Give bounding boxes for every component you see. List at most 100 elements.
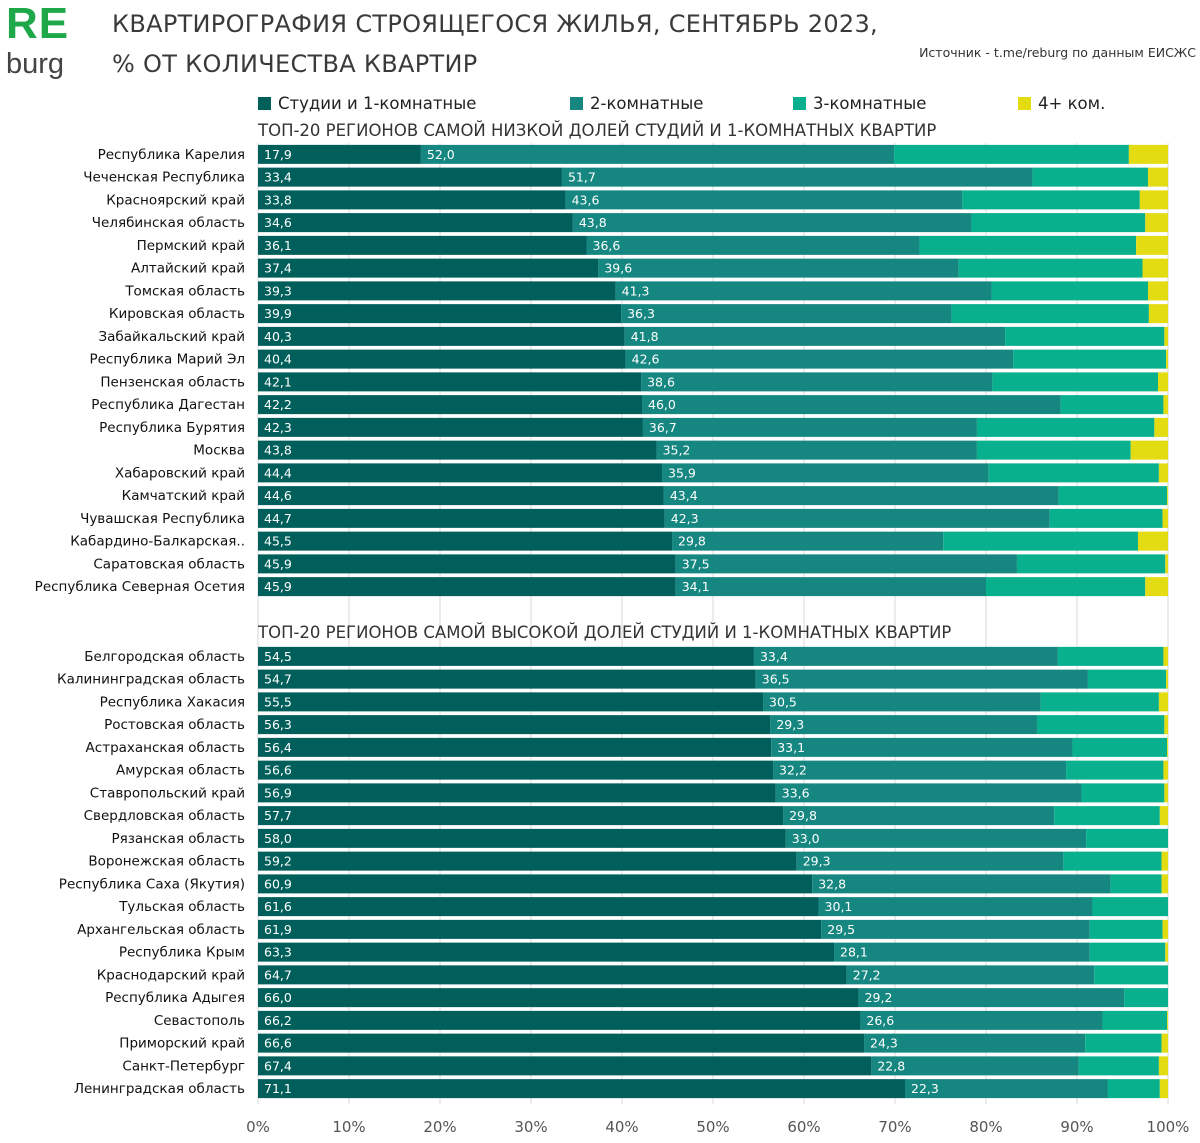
- data-label: 54,5: [264, 649, 292, 664]
- bar-segment: [1163, 646, 1168, 666]
- bar-segment: [1085, 1033, 1162, 1053]
- data-label: 60,9: [264, 876, 292, 891]
- data-label: 45,9: [264, 579, 292, 594]
- logo-burg-text: burg: [6, 48, 65, 80]
- bar-segment: [1164, 715, 1168, 735]
- bar-segment: [258, 874, 813, 894]
- bar-segment: [1036, 715, 1165, 735]
- bar-segment: [846, 965, 1095, 985]
- data-label: 42,3: [264, 420, 292, 435]
- data-label: 39,9: [264, 306, 292, 321]
- bar-segment: [258, 577, 676, 597]
- bar-segment: [258, 988, 859, 1008]
- category-label: Калининградская область: [57, 672, 245, 688]
- data-label: 34,1: [682, 579, 710, 594]
- bar-segment: [1005, 326, 1165, 346]
- bar-segment: [943, 531, 1138, 551]
- bar-segment: [755, 669, 1088, 689]
- data-label: 39,6: [604, 261, 632, 276]
- legend-label: 4+ ком.: [1038, 94, 1106, 113]
- bar-segment: [258, 372, 642, 392]
- x-tick-label: 100%: [1147, 1118, 1190, 1136]
- data-label: 29,2: [865, 990, 893, 1005]
- legend-label: 2-комнатные: [590, 94, 704, 113]
- bar-segment: [258, 851, 797, 871]
- data-label: 66,0: [264, 990, 292, 1005]
- data-label: 61,9: [264, 922, 292, 937]
- category-label: Москва: [193, 443, 245, 459]
- bar-segment: [988, 463, 1159, 483]
- bar-segment: [1058, 486, 1168, 506]
- bar-segment: [1049, 508, 1163, 528]
- bar-segment: [675, 577, 986, 597]
- x-tick-label: 70%: [878, 1118, 911, 1136]
- category-label: Чувашская Республика: [80, 511, 245, 527]
- data-label: 38,6: [647, 374, 675, 389]
- bar-segment: [258, 1079, 906, 1099]
- bar-segment: [615, 281, 992, 301]
- data-label: 33,0: [792, 831, 820, 846]
- category-label: Ленинградская область: [74, 1081, 245, 1097]
- bar-segment: [1110, 874, 1162, 894]
- bar-segment: [1136, 235, 1168, 255]
- x-tick-label: 40%: [605, 1118, 638, 1136]
- bar-segment: [258, 417, 643, 437]
- bar-segment: [1145, 577, 1168, 597]
- bar-segment: [258, 806, 784, 826]
- category-label: Пензенская область: [100, 374, 245, 390]
- bar-segment: [664, 508, 1050, 528]
- bar-segment: [565, 190, 963, 210]
- bar-segment: [621, 304, 952, 324]
- bar-segment: [753, 646, 1058, 666]
- bar-segment: [1130, 440, 1168, 460]
- bar-segment: [1147, 167, 1168, 187]
- data-label: 42,6: [632, 352, 660, 367]
- data-label: 29,5: [827, 922, 855, 937]
- bar-segment: [258, 828, 786, 848]
- data-label: 36,1: [264, 238, 292, 253]
- category-label: Архангельская область: [77, 922, 245, 938]
- legend-item-4: 4+ ком.: [1018, 94, 1105, 113]
- panel-title-2: ТОП-20 РЕГИОНОВ САМОЙ ВЫСОКОЙ ДОЛЕЙ СТУД…: [257, 623, 951, 642]
- x-tick-label: 60%: [787, 1118, 820, 1136]
- category-label: Краснодарский край: [97, 967, 245, 983]
- logo-re-text: RE: [6, 0, 70, 48]
- bar-segment: [258, 554, 676, 574]
- category-label: Тульская область: [118, 899, 245, 915]
- bar-segment: [919, 235, 1137, 255]
- data-label: 42,2: [264, 397, 292, 412]
- bar-segment: [624, 326, 1006, 346]
- category-label: Республика Марий Эл: [89, 352, 245, 368]
- x-tick-label: 90%: [1060, 1118, 1093, 1136]
- legend-swatch: [793, 97, 806, 110]
- category-label: Пермский край: [137, 238, 245, 254]
- data-label: 41,8: [631, 329, 659, 344]
- source-note: Источник - t.me/reburg по данным ЕИСЖС: [919, 45, 1196, 60]
- category-label: Республика Северная Осетия: [35, 579, 245, 595]
- bar-segment: [1102, 1010, 1168, 1030]
- bar-segment: [258, 1033, 865, 1053]
- bar-segment: [258, 669, 756, 689]
- bar-segment: [796, 851, 1064, 871]
- legend-item-3: 3-комнатные: [793, 94, 926, 113]
- bar-segment: [1016, 554, 1166, 574]
- bar-segment: [1145, 213, 1168, 233]
- bar-segment: [1161, 874, 1168, 894]
- bar-segment: [1163, 395, 1168, 415]
- category-label: Чеченская Республика: [83, 170, 245, 186]
- data-label: 51,7: [568, 170, 596, 185]
- bar-segment: [1057, 646, 1164, 666]
- data-label: 63,3: [264, 945, 292, 960]
- data-label: 40,4: [264, 352, 292, 367]
- bar-segment: [871, 1056, 1079, 1076]
- bar-segment: [1060, 395, 1164, 415]
- category-label: Рязанская область: [111, 831, 245, 847]
- bar-segment: [1054, 806, 1160, 826]
- bar-segment: [1148, 304, 1168, 324]
- data-label: 22,8: [877, 1058, 905, 1073]
- bar-segment: [1162, 508, 1168, 528]
- category-label: Саратовская область: [93, 556, 245, 572]
- bar-segment: [663, 486, 1059, 506]
- bar-segment: [1066, 760, 1164, 780]
- category-label: Приморский край: [119, 1036, 245, 1052]
